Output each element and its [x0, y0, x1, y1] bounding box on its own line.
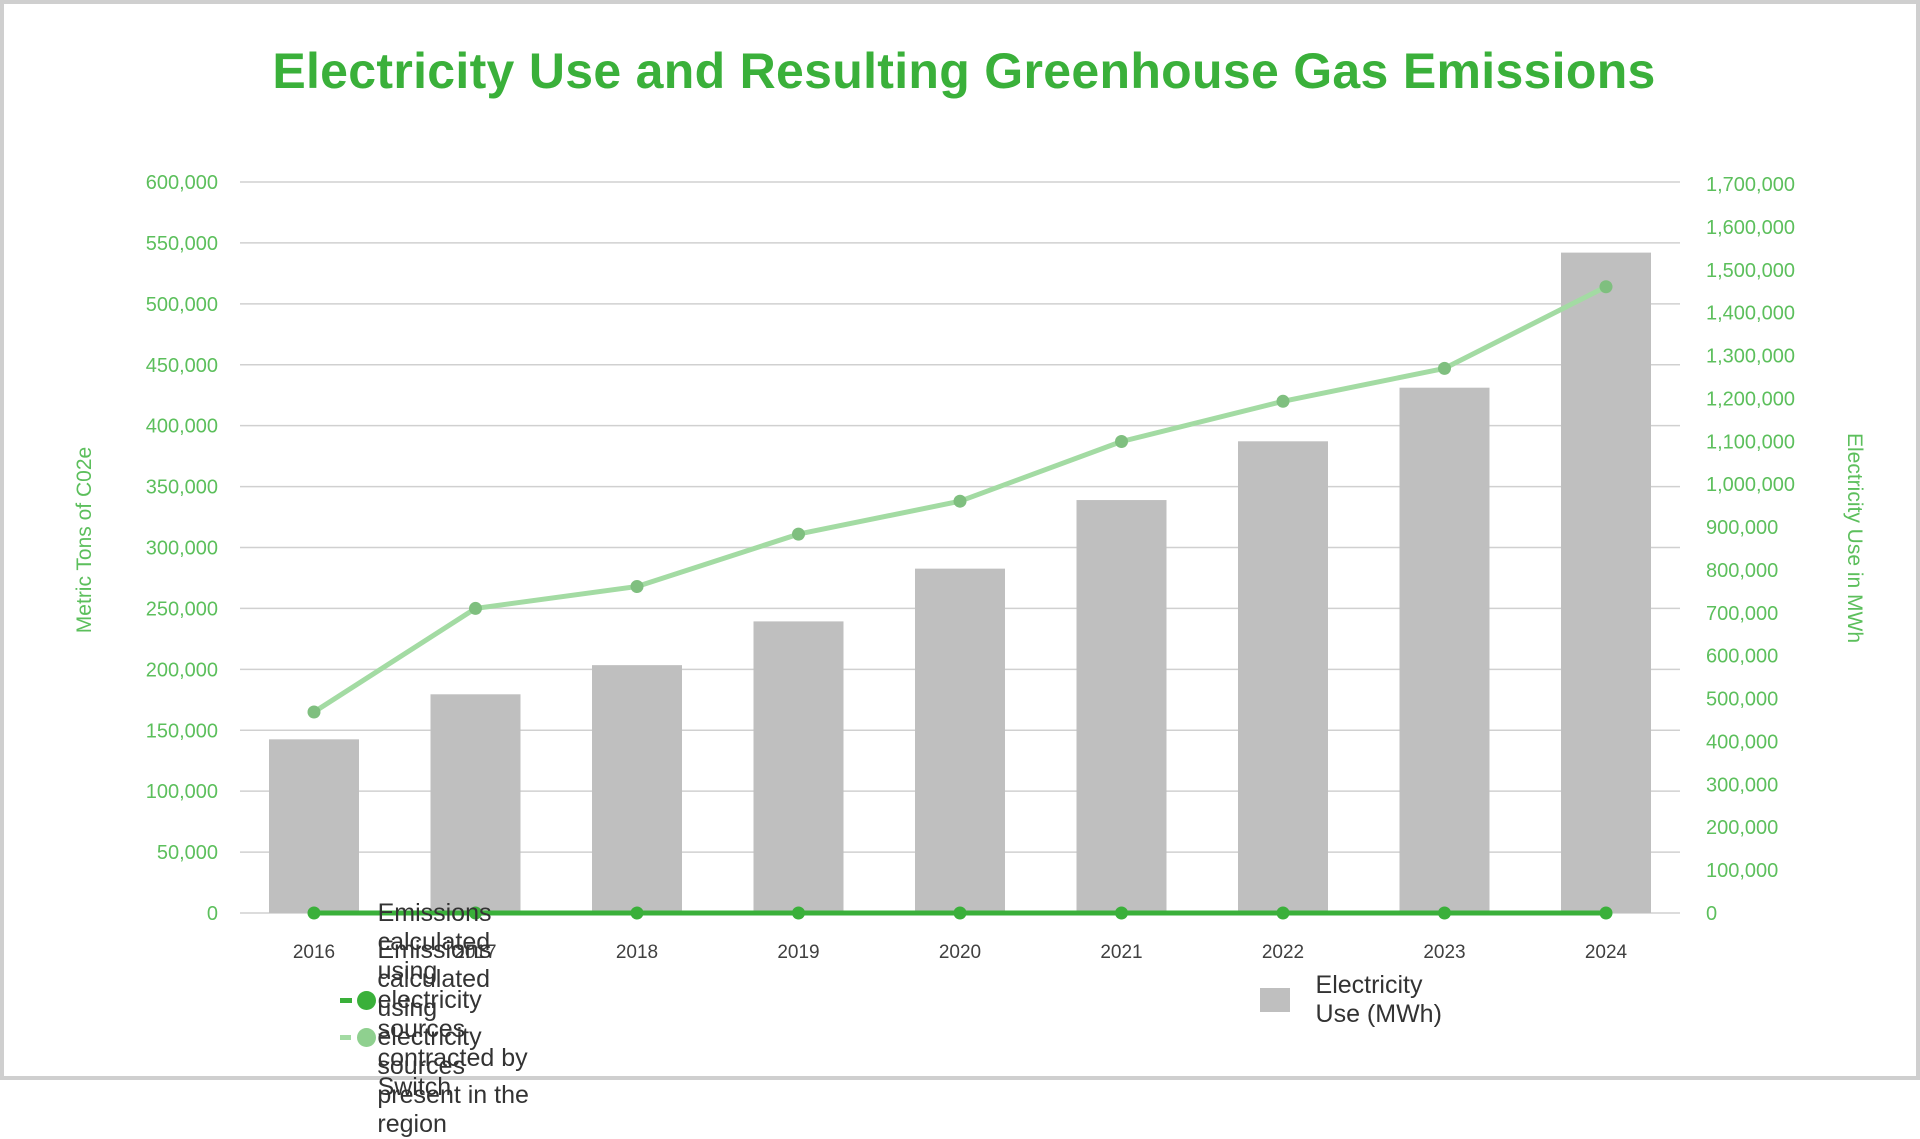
bar-electricity-2022 — [1238, 441, 1328, 913]
legend-item-region: Emissions calculated using electricity s… — [340, 936, 534, 1138]
y-left-tick-label: 400,000 — [146, 416, 218, 438]
y-right-tick-label: 1,700,000 — [1706, 174, 1795, 196]
y-left-tick-label: 0 — [207, 903, 218, 925]
bar-electricity-2016 — [269, 739, 359, 913]
bar-electricity-2020 — [915, 568, 1005, 913]
bar-electricity-2024 — [1561, 252, 1651, 914]
y-left-tick-label: 300,000 — [146, 538, 218, 560]
point-region-2020 — [953, 494, 967, 508]
point-switch-2023 — [1438, 906, 1451, 920]
legend-label-region: Emissions calculated using electricity s… — [377, 935, 529, 1138]
point-switch-2022 — [1276, 906, 1290, 920]
y-right-tick-label: 800,000 — [1706, 560, 1778, 582]
chart-title: Electricity Use and Resulting Greenhouse… — [272, 43, 1656, 99]
x-tick-label: 2017 — [454, 942, 496, 963]
y-right-tick-label: 400,000 — [1706, 731, 1778, 753]
point-switch-2018 — [630, 906, 644, 920]
point-region-2024 — [1599, 280, 1613, 294]
y-right-tick-label: 700,000 — [1706, 603, 1778, 625]
y-right-tick-label: 600,000 — [1706, 646, 1778, 668]
x-tick-label: 2022 — [1262, 942, 1304, 963]
x-tick-label: 2019 — [777, 942, 819, 963]
y-left-tick-label: 100,000 — [146, 781, 218, 803]
bar-electricity-2019 — [753, 621, 844, 913]
y-right-tick-label: 1,500,000 — [1706, 260, 1795, 282]
bar-electricity-2017 — [430, 694, 521, 913]
bar-electricity-2018 — [592, 665, 682, 913]
y-left-tick-label: 600,000 — [146, 172, 218, 194]
point-switch-2017 — [469, 906, 482, 920]
point-switch-2021 — [1115, 906, 1128, 920]
y-right-tick-label: 500,000 — [1706, 689, 1778, 711]
y-right-tick-label: 200,000 — [1706, 817, 1778, 839]
legend-item-switch: Emissions calculated using electricity s… — [340, 899, 537, 1101]
point-switch-2024 — [1599, 906, 1613, 920]
point-region-2021 — [1115, 435, 1128, 449]
y-right-tick-label: 1,600,000 — [1706, 217, 1795, 239]
y-right-tick-label: 1,400,000 — [1706, 303, 1795, 325]
y-right-tick-label: 1,300,000 — [1706, 346, 1795, 368]
y-left-tick-label: 350,000 — [146, 477, 218, 499]
x-tick-label: 2021 — [1100, 942, 1142, 963]
x-tick-label: 2018 — [616, 942, 658, 963]
legend-swatch-electricity — [1260, 988, 1290, 1012]
point-region-2023 — [1438, 361, 1451, 375]
y-left-tick-label: 450,000 — [146, 355, 218, 377]
y-left-tick-label: 150,000 — [146, 720, 218, 742]
legend-swatch-region — [340, 1027, 376, 1047]
y-left-axis-title: Metric Tons of C02e — [73, 447, 96, 633]
y-right-tick-label: 1,200,000 — [1706, 388, 1795, 410]
legend-item-electricity: Electricity Use (MWh) — [1260, 971, 1447, 1028]
legend-label-electricity: Electricity Use (MWh) — [1315, 971, 1442, 1028]
y-right-tick-label: 1,100,000 — [1706, 431, 1795, 453]
y-right-tick-label: 300,000 — [1706, 774, 1778, 796]
y-right-tick-label: 100,000 — [1706, 860, 1778, 882]
y-left-tick-label: 500,000 — [146, 294, 218, 316]
y-left-tick-label: 250,000 — [146, 598, 218, 620]
point-switch-2016 — [307, 906, 321, 920]
point-region-2017 — [469, 601, 482, 615]
x-tick-label: 2024 — [1585, 942, 1628, 963]
point-switch-2019 — [792, 906, 805, 920]
point-region-2016 — [307, 705, 321, 719]
x-tick-label: 2023 — [1423, 942, 1465, 963]
legend-swatch-switch — [340, 990, 376, 1010]
y-left-tick-label: 550,000 — [146, 233, 218, 255]
y-right-tick-label: 0 — [1706, 903, 1717, 925]
y-right-tick-label: 900,000 — [1706, 517, 1778, 539]
x-tick-label: 2016 — [293, 942, 335, 963]
bar-electricity-2023 — [1399, 387, 1490, 913]
y-left-tick-label: 50,000 — [157, 842, 218, 864]
point-region-2022 — [1276, 394, 1290, 408]
point-region-2019 — [792, 527, 805, 541]
y-right-tick-label: 1,000,000 — [1706, 474, 1795, 496]
legend-label-switch: Emissions calculated using electricity s… — [377, 898, 528, 1101]
bar-electricity-2021 — [1076, 500, 1167, 913]
point-switch-2020 — [953, 906, 967, 920]
y-left-tick-label: 200,000 — [146, 659, 218, 681]
x-tick-label: 2020 — [939, 942, 981, 963]
point-region-2018 — [630, 579, 644, 593]
chart-svg: 600,000 550,000 500,000 450,000 400,000 350,0… — [73, 172, 1866, 963]
y-right-axis-title: Electricity Use in MWh — [1843, 433, 1866, 643]
